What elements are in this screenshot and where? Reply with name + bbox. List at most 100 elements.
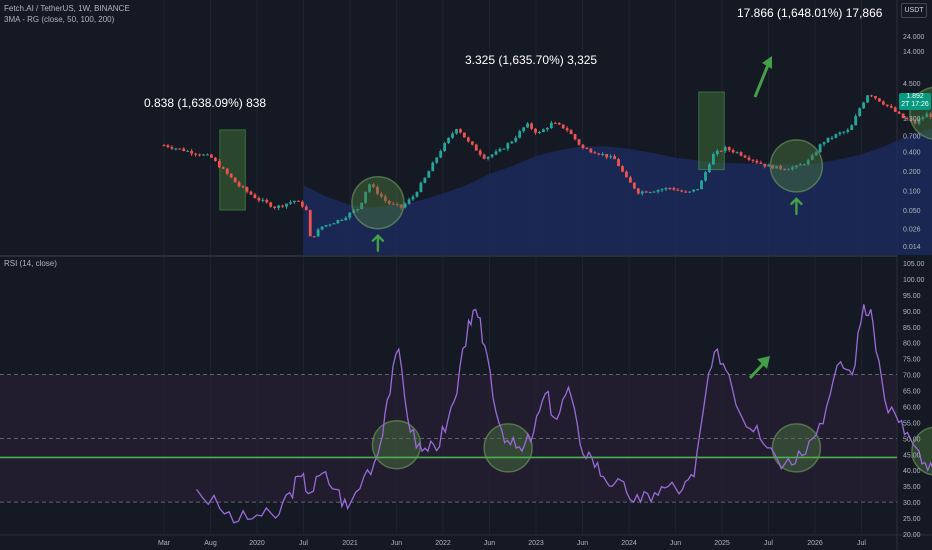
- rsi-tick-label: 80.00: [903, 341, 921, 348]
- candle-body: [447, 137, 450, 144]
- candle-body: [830, 137, 834, 139]
- up-arrow-2: [790, 197, 803, 216]
- candle-body: [285, 203, 288, 207]
- rsi-indicator-legend[interactable]: RSI (14, close): [4, 259, 57, 268]
- candle-body: [696, 189, 699, 191]
- candle-body: [289, 202, 292, 204]
- currency-button[interactable]: USDT: [901, 3, 927, 18]
- candle-body: [190, 150, 194, 154]
- candle-body: [348, 212, 352, 218]
- candle-body: [577, 139, 581, 145]
- symbol-title[interactable]: Fetch.AI / TetherUS, 1W, BINANCE: [4, 4, 130, 13]
- candle-body: [210, 154, 213, 158]
- rsi-highlight-circle-3: [771, 423, 822, 473]
- rsi-line: [196, 304, 932, 524]
- rsi-tick-label: 45.00: [903, 452, 921, 459]
- candle-body: [170, 147, 174, 149]
- price-tick-label: 0.100: [903, 189, 921, 196]
- candle-body: [609, 156, 613, 158]
- candle-body: [387, 200, 391, 204]
- rsi-tick-label: 25.00: [903, 516, 921, 523]
- candle-body: [162, 145, 166, 147]
- candle-body: [901, 113, 905, 119]
- price-tick-label: 0.200: [903, 169, 921, 176]
- price-highlight-circle-2: [769, 139, 824, 193]
- candle-body: [917, 119, 921, 124]
- candle-body: [573, 134, 577, 140]
- candle-body: [632, 182, 636, 189]
- time-axis-label: Jun: [670, 540, 681, 547]
- gain-annotation-3: 17.866 (1,648.01%) 17,866: [737, 6, 883, 20]
- candle-body: [221, 167, 225, 169]
- rsi-tick-label: 95.00: [903, 293, 921, 300]
- time-axis-label: 2022: [435, 540, 451, 547]
- candle-body: [494, 151, 498, 155]
- candle-body: [826, 137, 830, 143]
- candle-body: [545, 127, 549, 130]
- candle-body: [692, 189, 696, 192]
- candle-body: [597, 153, 601, 155]
- candle-body: [506, 143, 510, 149]
- time-axis-label: Jul: [764, 540, 773, 547]
- price-tick-label: 0.026: [903, 227, 921, 234]
- candle-body: [478, 150, 482, 155]
- candle-body: [589, 148, 593, 153]
- candle-body: [368, 184, 371, 192]
- time-axis-label: 2025: [714, 540, 730, 547]
- price-tick-label: 1.300: [903, 116, 921, 123]
- time-axis-label: 2023: [528, 540, 544, 547]
- candle-body: [814, 152, 818, 156]
- candle-body: [534, 128, 537, 133]
- price-tick-label: 0.400: [903, 149, 921, 156]
- price-tick-label: 14.000: [903, 49, 925, 56]
- candle-body: [810, 155, 814, 160]
- candle-body: [885, 104, 889, 106]
- candle-body: [526, 123, 530, 128]
- candle-body: [735, 152, 739, 154]
- candle-body: [510, 141, 514, 144]
- candle-body: [411, 196, 415, 200]
- candle-body: [585, 148, 589, 150]
- candle-body: [854, 116, 858, 126]
- candle-body: [308, 210, 312, 237]
- candle-body: [889, 105, 893, 108]
- candle-body: [269, 202, 273, 207]
- candle-body: [312, 236, 316, 238]
- candle-body: [866, 95, 869, 103]
- candle-body: [332, 223, 336, 225]
- candle-body: [644, 191, 648, 193]
- candle-body: [617, 159, 620, 167]
- candle-body: [715, 150, 719, 155]
- candle-body: [281, 205, 284, 207]
- price-tick-label: 24.000: [903, 34, 925, 41]
- candle-body: [296, 200, 300, 202]
- ma-indicator-legend[interactable]: 3MA - RG (close, 50, 100, 200): [4, 15, 115, 24]
- candle-body: [850, 125, 854, 131]
- candle-body: [802, 164, 806, 166]
- candle-body: [557, 122, 561, 125]
- candle-body: [874, 96, 877, 99]
- candle-body: [328, 224, 332, 226]
- candle-body: [198, 154, 201, 156]
- bar-countdown: 2T 17:26: [901, 101, 929, 108]
- candle-body: [668, 187, 672, 189]
- time-axis-label: Jun: [484, 540, 495, 547]
- candle-body: [265, 199, 269, 203]
- rsi-tick-label: 60.00: [903, 404, 921, 411]
- rsi-tick-label: 40.00: [903, 468, 921, 475]
- time-axis-label: Jul: [857, 540, 866, 547]
- candle-body: [621, 166, 624, 172]
- candle-body: [383, 196, 387, 201]
- candle-body: [625, 171, 628, 178]
- rsi-tick-label: 55.00: [903, 420, 921, 427]
- candle-body: [202, 154, 205, 156]
- candle-body: [225, 168, 229, 174]
- candle-body: [423, 177, 427, 183]
- time-axis-label: Jul: [299, 540, 308, 547]
- candle-body: [913, 120, 917, 124]
- candle-body: [186, 150, 190, 152]
- candle-body: [194, 153, 198, 155]
- time-axis-label: 2021: [342, 540, 358, 547]
- candle-body: [569, 130, 573, 135]
